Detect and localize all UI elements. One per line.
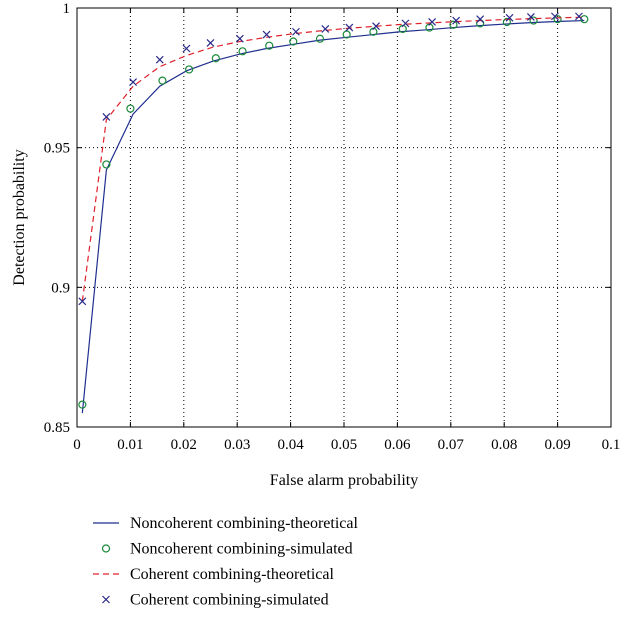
x-tick-label: 0.07 (438, 437, 465, 453)
noncoherent-combining-simulated-point (159, 77, 166, 84)
coherent-combining-simulated-point (130, 79, 137, 86)
x-tick-label: 0.01 (117, 437, 143, 453)
grid-lines (77, 8, 611, 427)
y-tick-label: 1 (63, 1, 71, 17)
legend-coherent-combining-theoretical-label: Coherent combining-theoretical (130, 566, 334, 583)
coherent-combining-simulated-point (402, 20, 409, 27)
noncoherent-combining-simulated-point (316, 35, 323, 42)
coherent-combining-simulated-point (207, 39, 214, 46)
legend-coherent-combining-simulated-label: Coherent combining-simulated (130, 592, 329, 609)
legend: Noncoherent combining-theoretical Noncohe… (93, 515, 358, 609)
x-axis-label: False alarm probability (270, 472, 418, 489)
x-tick-label: 0.04 (277, 437, 304, 453)
x-tick-label: 0.05 (331, 437, 357, 453)
series-layer (79, 13, 588, 413)
legend-coherent-combining-simulated-swatch (103, 596, 110, 603)
y-tick-label: 0.85 (44, 420, 70, 436)
x-tick-label: 0.09 (544, 437, 570, 453)
coherent-combining-theoretical-line (82, 17, 584, 301)
coherent-combining-simulated-point (429, 18, 436, 25)
legend-noncoherent-combining-theoretical-label: Noncoherent combining-theoretical (130, 515, 358, 532)
x-tick-label: 0 (73, 437, 81, 453)
x-tick-label: 0.1 (602, 437, 621, 453)
noncoherent-combining-theoretical-line (82, 21, 584, 413)
x-tick-label: 0.06 (384, 437, 411, 453)
y-tick-label: 0.95 (44, 141, 70, 157)
x-tick-label: 0.02 (171, 437, 197, 453)
legend-noncoherent-combining-simulated-label: Noncoherent combining-simulated (130, 541, 353, 558)
legend-noncoherent-combining-simulated-swatch (103, 545, 110, 552)
coherent-combining-simulated-point (156, 56, 163, 63)
coherent-combining-simulated-point (346, 24, 353, 31)
x-tick-label: 0.08 (491, 437, 517, 453)
coherent-combining-simulated-point (292, 28, 299, 35)
coherent-combining-simulated-point (322, 25, 329, 32)
y-tick-label: 0.9 (51, 280, 70, 296)
coherent-combining-simulated-point (477, 16, 484, 23)
y-axis-label: Detection probability (11, 149, 28, 285)
x-tick-label: 0.03 (224, 437, 250, 453)
